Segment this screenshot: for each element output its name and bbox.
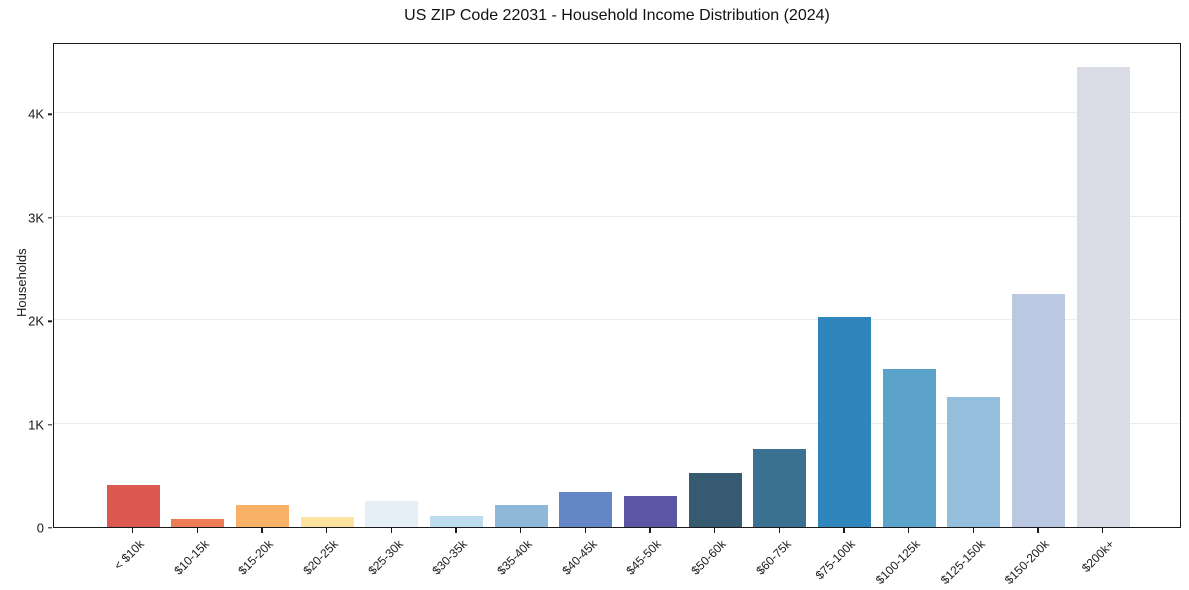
y-tick-label-4K: 4K [28,106,44,122]
y-tick-label-3K: 3K [28,210,44,226]
bar--200k- [1076,66,1130,527]
x-tick-mark-8 [649,528,651,533]
bar--45-50k [623,495,677,527]
x-tick-mark-10 [778,528,781,533]
x-tick-mark-2 [261,528,263,533]
gridline-4000 [54,112,1180,114]
x-tick-mark-7 [584,528,587,533]
x-tick-label-2: $15-20k [235,537,277,578]
bar--25-30k [365,501,419,527]
x-tick-mark-9 [714,528,716,533]
bar--20-25k [300,516,354,527]
bar--50-60k [688,472,742,527]
x-tick-mark-14 [1037,528,1039,533]
x-tick-label-14: $150-200k [1002,537,1053,588]
bar--10k [106,484,160,527]
x-tick-label-8: $45-50k [623,537,665,578]
x-tick-mark-0 [132,528,134,533]
bar--75-100k [817,317,871,527]
x-tick-label-3: $20-25k [300,537,341,578]
y-tick-label-0: 0 [36,520,44,536]
x-tick-label-12: $100-125k [872,537,923,588]
y-tick-mark-2K [48,320,52,322]
x-tick-mark-3 [326,528,328,533]
x-tick-mark-1 [196,528,199,533]
gridline-1000 [54,422,1180,424]
x-tick-mark-15 [1102,528,1104,533]
x-tick-mark-6 [520,528,522,533]
x-tick-label-6: $35-40k [494,537,535,578]
bar--40-45k [559,491,613,527]
bar--35-40k [494,504,548,527]
plot-area [53,43,1181,528]
y-tick-mark-3K [48,217,52,219]
bar--30-35k [429,515,483,527]
bar--100-125k [882,368,936,527]
x-tick-label-15: $200k+ [1078,537,1117,575]
x-tick-label-9: $50-60k [688,537,729,578]
bar--10-15k [171,519,225,527]
x-tick-label-10: $60-75k [752,537,794,578]
bar--60-75k [753,449,807,527]
x-tick-label-7: $40-45k [558,537,600,578]
x-tick-mark-11 [843,528,845,533]
chart-title: US ZIP Code 22031 - Household Income Dis… [404,7,830,24]
bar--125-150k [947,396,1001,527]
x-tick-mark-13 [972,528,975,533]
x-tick-label-5: $30-35k [429,537,471,578]
x-tick-mark-5 [455,528,457,533]
x-tick-mark-12 [908,528,910,533]
x-tick-label-1: $10-15k [170,537,212,578]
gridline-2000 [54,319,1180,321]
y-tick-mark-4K [48,113,52,116]
x-tick-label-4: $25-30k [364,537,406,578]
y-tick-label-2K: 2K [28,313,44,329]
y-axis-label: Households [14,248,29,317]
x-tick-mark-4 [390,528,393,533]
y-tick-mark-0 [48,527,52,529]
x-tick-label-11: $75-100k [812,537,859,583]
x-tick-label-0: < $10k [111,537,147,573]
x-tick-label-13: $125-150k [937,537,988,588]
y-tick-mark-1K [48,423,52,426]
gridline-3000 [54,215,1180,217]
bar--15-20k [235,505,289,527]
bar--150-200k [1011,294,1065,527]
y-tick-label-1K: 1K [28,417,44,433]
